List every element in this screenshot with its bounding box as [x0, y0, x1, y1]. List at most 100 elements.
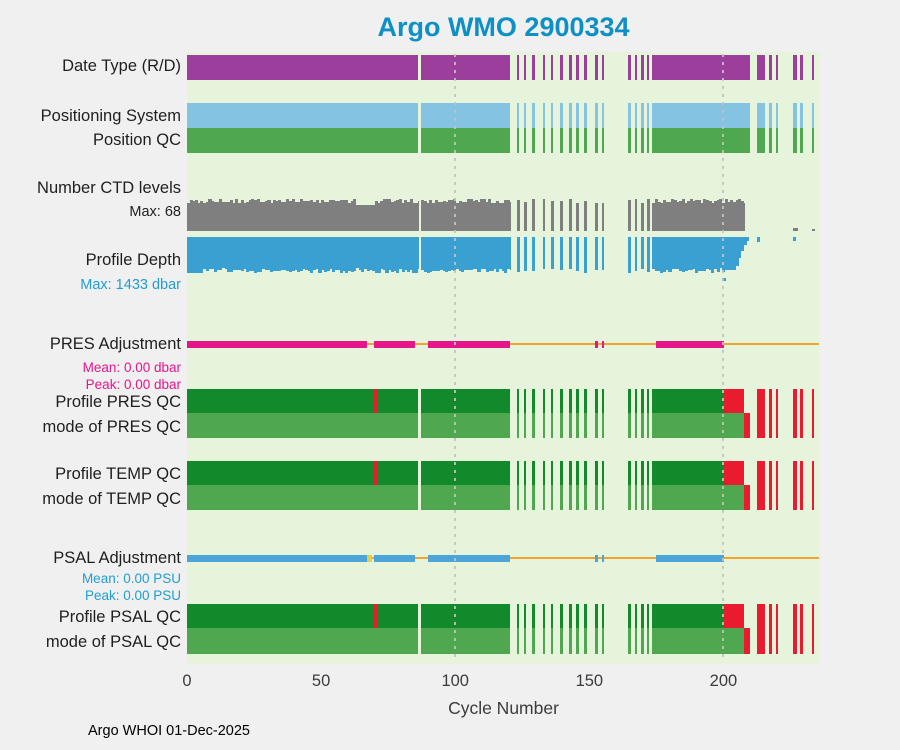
row-label: PRES Adjustment: [49, 335, 181, 353]
segment: [584, 103, 587, 128]
segment: [187, 128, 419, 153]
chart-title: Argo WMO 2900334: [377, 12, 630, 42]
bar: [501, 237, 505, 271]
segment: [542, 604, 546, 628]
bar: [409, 198, 413, 231]
segment: [576, 55, 579, 80]
x-tick-label: 200: [709, 672, 738, 690]
bar: [442, 200, 446, 231]
row-date-type: [187, 55, 820, 80]
bar: [347, 237, 351, 272]
segment: [776, 389, 779, 413]
segment: [569, 628, 572, 654]
segment: [601, 128, 605, 153]
bar: [795, 228, 798, 231]
bar: [703, 237, 707, 272]
segment: [793, 128, 798, 153]
bar: [296, 237, 301, 272]
bar: [227, 237, 231, 273]
segment: [769, 461, 773, 485]
bar: [227, 201, 231, 231]
segment: [377, 604, 419, 628]
bar: [398, 198, 402, 231]
bar: [296, 202, 301, 231]
segment: [776, 128, 779, 153]
row-profile-temp-qc: [187, 461, 820, 485]
bar: [262, 237, 266, 270]
segment: [744, 628, 750, 654]
segment: [634, 413, 638, 438]
bar: [203, 202, 207, 231]
bar: [474, 199, 478, 231]
segment: [569, 485, 572, 510]
bar: [634, 198, 638, 231]
segment: [576, 628, 579, 654]
bar: [294, 237, 298, 270]
segment: [776, 604, 779, 628]
segment: [641, 604, 644, 628]
segment: [532, 103, 535, 128]
segment: [800, 128, 803, 153]
segment: [560, 461, 563, 485]
segment: [542, 128, 546, 153]
segment: [523, 55, 527, 80]
bar: [272, 200, 276, 231]
bar: [254, 237, 258, 273]
bar: [374, 200, 378, 231]
bar: [485, 202, 489, 231]
segment: [569, 389, 572, 413]
segment: [723, 604, 744, 628]
row-label: Position QC: [92, 131, 181, 149]
segment: [793, 389, 798, 413]
bar: [665, 237, 669, 270]
bar: [421, 199, 425, 231]
bar: [456, 203, 460, 231]
segment: [628, 604, 631, 628]
bar: [434, 199, 438, 231]
segment: [576, 389, 579, 413]
bar: [243, 203, 247, 231]
segment: [641, 413, 644, 438]
bar: [264, 201, 268, 231]
bar: [240, 237, 244, 272]
segment: [601, 485, 605, 510]
segment: [421, 485, 511, 510]
bar: [326, 237, 330, 272]
segment: [569, 128, 572, 153]
bar: [414, 203, 419, 231]
segment: [560, 604, 563, 628]
bar: [703, 199, 707, 231]
bar: [461, 237, 465, 273]
bar: [482, 199, 486, 231]
adjustment-segment: [428, 340, 511, 348]
segment: [516, 485, 520, 510]
bar: [275, 237, 279, 271]
row-depth-max-marker: [187, 278, 820, 281]
segment: [187, 604, 375, 628]
bar: [221, 237, 225, 269]
bar: [673, 199, 677, 231]
segment: [793, 628, 798, 654]
x-tick-label: 0: [182, 672, 192, 690]
bar: [488, 198, 492, 231]
segment: [532, 128, 535, 153]
bar: [735, 199, 739, 231]
segment: [532, 389, 535, 413]
segment: [550, 55, 554, 80]
segment: [628, 55, 631, 80]
row-label: Date Type (R/D): [62, 57, 181, 75]
bar: [283, 237, 287, 270]
segment: [601, 413, 605, 438]
bar: [307, 237, 311, 271]
row-label: Mean: 0.00 PSU: [81, 571, 181, 586]
row-label: Profile Depth: [85, 251, 181, 269]
bar: [361, 237, 365, 273]
segment: [769, 413, 773, 438]
bar: [380, 237, 384, 269]
segment: [516, 461, 520, 485]
segment: [800, 461, 803, 485]
segment: [523, 461, 527, 485]
bar: [532, 199, 535, 231]
segment: [532, 413, 535, 438]
x-axis-label: Cycle Number: [448, 698, 559, 718]
